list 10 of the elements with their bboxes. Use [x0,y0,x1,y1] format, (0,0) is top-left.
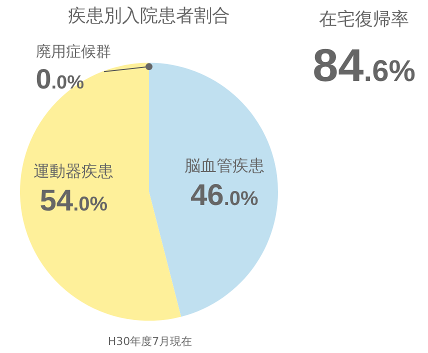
text: H30年度7月現在 [108,335,192,348]
slice-label: 運動器疾患 [34,162,114,181]
text: 在宅復帰率 [318,8,410,32]
category-label: 廃用症候群 [36,42,111,61]
text: 84.6% [312,39,416,93]
data-label: 46.0% [190,178,259,212]
data-label: 54.0% [40,184,108,218]
slice-label: 脳血管疾患 [184,156,264,175]
text: 0.0% [36,64,84,95]
chart-title: 疾患別入院患者割合 [68,5,230,26]
